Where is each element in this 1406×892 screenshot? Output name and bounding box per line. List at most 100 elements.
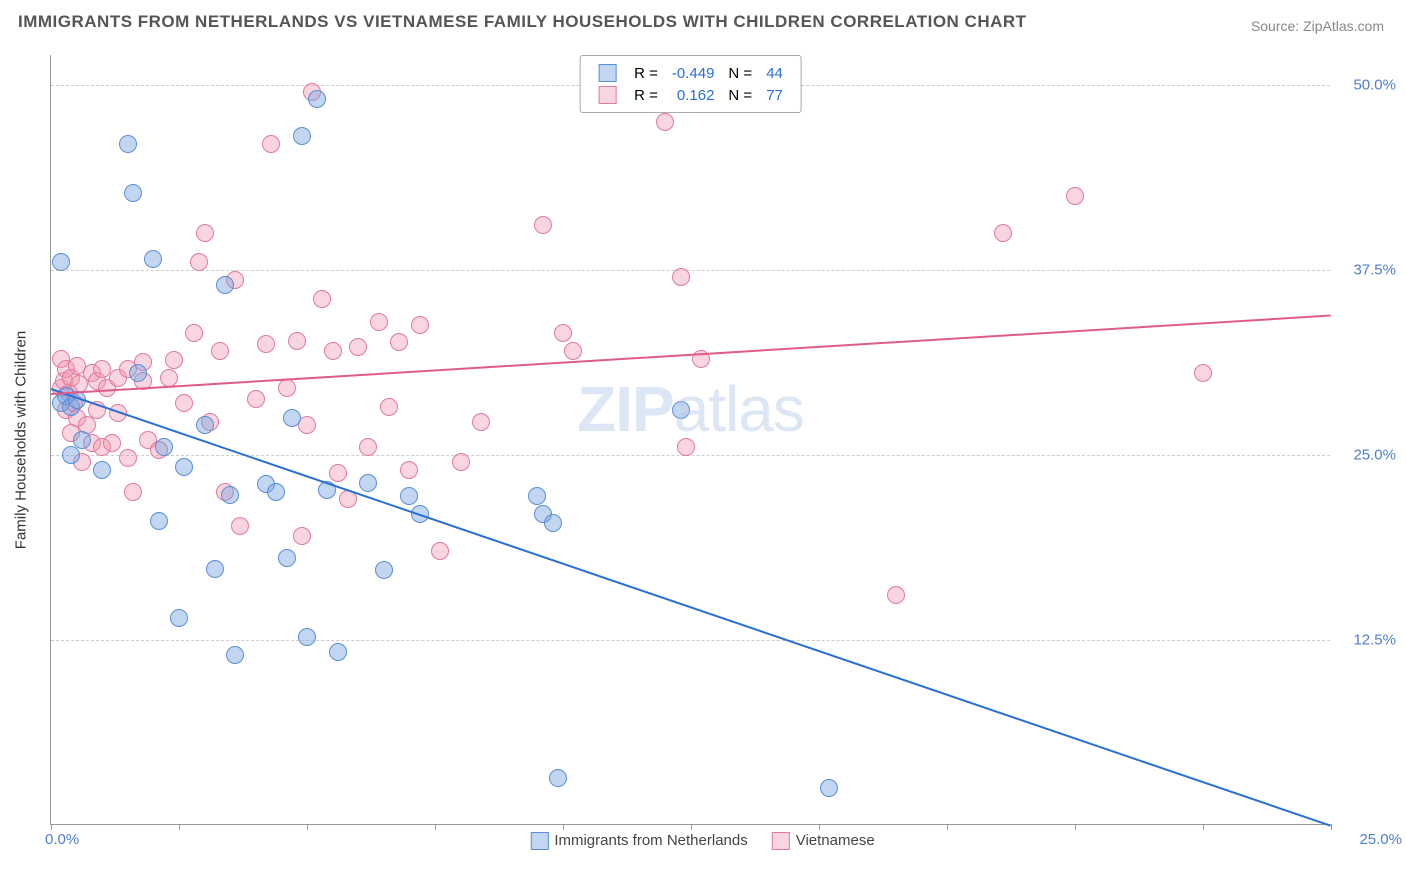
x-origin-label: 0.0% [45, 831, 79, 848]
series-b-point [185, 324, 203, 342]
x-tick [1203, 824, 1204, 830]
x-tick [563, 824, 564, 830]
series-b-point [165, 351, 183, 369]
series-b-point [672, 268, 690, 286]
x-tick [51, 824, 52, 830]
x-tick [307, 824, 308, 830]
series-b-point [400, 461, 418, 479]
x-tick [435, 824, 436, 830]
series-a-point [549, 769, 567, 787]
series-a-point [144, 250, 162, 268]
legend-r-label: R = [628, 85, 664, 105]
series-b-point [329, 464, 347, 482]
series-a-point [150, 512, 168, 530]
watermark: ZIPatlas [577, 372, 804, 446]
series-a-point [820, 779, 838, 797]
x-tick [947, 824, 948, 830]
series-a-point [226, 646, 244, 664]
legend-swatch [598, 86, 616, 104]
series-b-point [472, 413, 490, 431]
series-b-point [298, 416, 316, 434]
source-credit: Source: ZipAtlas.com [1251, 18, 1384, 34]
series-b-point [257, 335, 275, 353]
plot-area: Family Households with Children 0.0% 25.… [50, 55, 1330, 825]
y-tick-label: 25.0% [1336, 446, 1396, 463]
series-a-point [93, 461, 111, 479]
gridline [51, 640, 1330, 641]
legend-swatch [530, 832, 548, 850]
series-a-point [293, 127, 311, 145]
series-a-point [278, 549, 296, 567]
series-a-point [73, 431, 91, 449]
series-a-point [528, 487, 546, 505]
x-end-label: 25.0% [1342, 831, 1402, 848]
series-b-point [380, 398, 398, 416]
series-b-point [534, 216, 552, 234]
y-tick-label: 12.5% [1336, 631, 1396, 648]
gridline [51, 270, 1330, 271]
legend-series-label: Immigrants from Netherlands [554, 832, 747, 849]
series-legend: Immigrants from Netherlands Vietnamese [506, 832, 874, 850]
series-b-point [231, 517, 249, 535]
series-b-point [293, 527, 311, 545]
legend-n-label: N = [722, 63, 758, 83]
series-b-point [278, 379, 296, 397]
series-b-point [1066, 187, 1084, 205]
legend-swatch [772, 832, 790, 850]
legend-n-value: 44 [760, 63, 789, 83]
series-a-point [298, 628, 316, 646]
series-b-point [211, 342, 229, 360]
series-b-point [431, 542, 449, 560]
series-a-point [308, 90, 326, 108]
series-a-point [329, 643, 347, 661]
series-a-point [672, 401, 690, 419]
series-b-point [124, 483, 142, 501]
series-b-point [411, 316, 429, 334]
series-b-point [103, 434, 121, 452]
legend-swatch [598, 64, 616, 82]
series-b-point [359, 438, 377, 456]
correlation-legend: R =-0.449N =44R =0.162N =77 [579, 55, 802, 113]
x-tick [819, 824, 820, 830]
series-b-point [554, 324, 572, 342]
series-b-point [370, 313, 388, 331]
series-a-point [119, 135, 137, 153]
series-b-point [190, 253, 208, 271]
series-b-point [994, 224, 1012, 242]
series-a-point [129, 364, 147, 382]
series-a-point [170, 609, 188, 627]
y-tick-label: 50.0% [1336, 76, 1396, 93]
series-a-point [175, 458, 193, 476]
series-b-point [887, 586, 905, 604]
series-a-point [267, 483, 285, 501]
legend-r-value: 0.162 [666, 85, 721, 105]
series-a-point [52, 253, 70, 271]
series-b-point [324, 342, 342, 360]
legend-n-value: 77 [760, 85, 789, 105]
legend-n-label: N = [722, 85, 758, 105]
series-a-point [216, 276, 234, 294]
series-a-point [375, 561, 393, 579]
series-b-point [313, 290, 331, 308]
series-a-point [359, 474, 377, 492]
y-tick-label: 37.5% [1336, 261, 1396, 278]
series-a-point [196, 416, 214, 434]
x-tick [691, 824, 692, 830]
series-b-point [452, 453, 470, 471]
legend-series-label: Vietnamese [796, 832, 875, 849]
series-b-point [288, 332, 306, 350]
series-b-point [175, 394, 193, 412]
series-b-point [677, 438, 695, 456]
series-a-point [544, 514, 562, 532]
series-b-point [656, 113, 674, 131]
legend-r-label: R = [628, 63, 664, 83]
series-b-point [564, 342, 582, 360]
series-b-trendline [51, 314, 1331, 394]
chart-title: IMMIGRANTS FROM NETHERLANDS VS VIETNAMES… [18, 12, 1027, 32]
series-b-point [196, 224, 214, 242]
series-b-point [349, 338, 367, 356]
series-b-point [1194, 364, 1212, 382]
y-axis-title: Family Households with Children [13, 330, 30, 548]
series-a-point [221, 486, 239, 504]
series-b-point [247, 390, 265, 408]
